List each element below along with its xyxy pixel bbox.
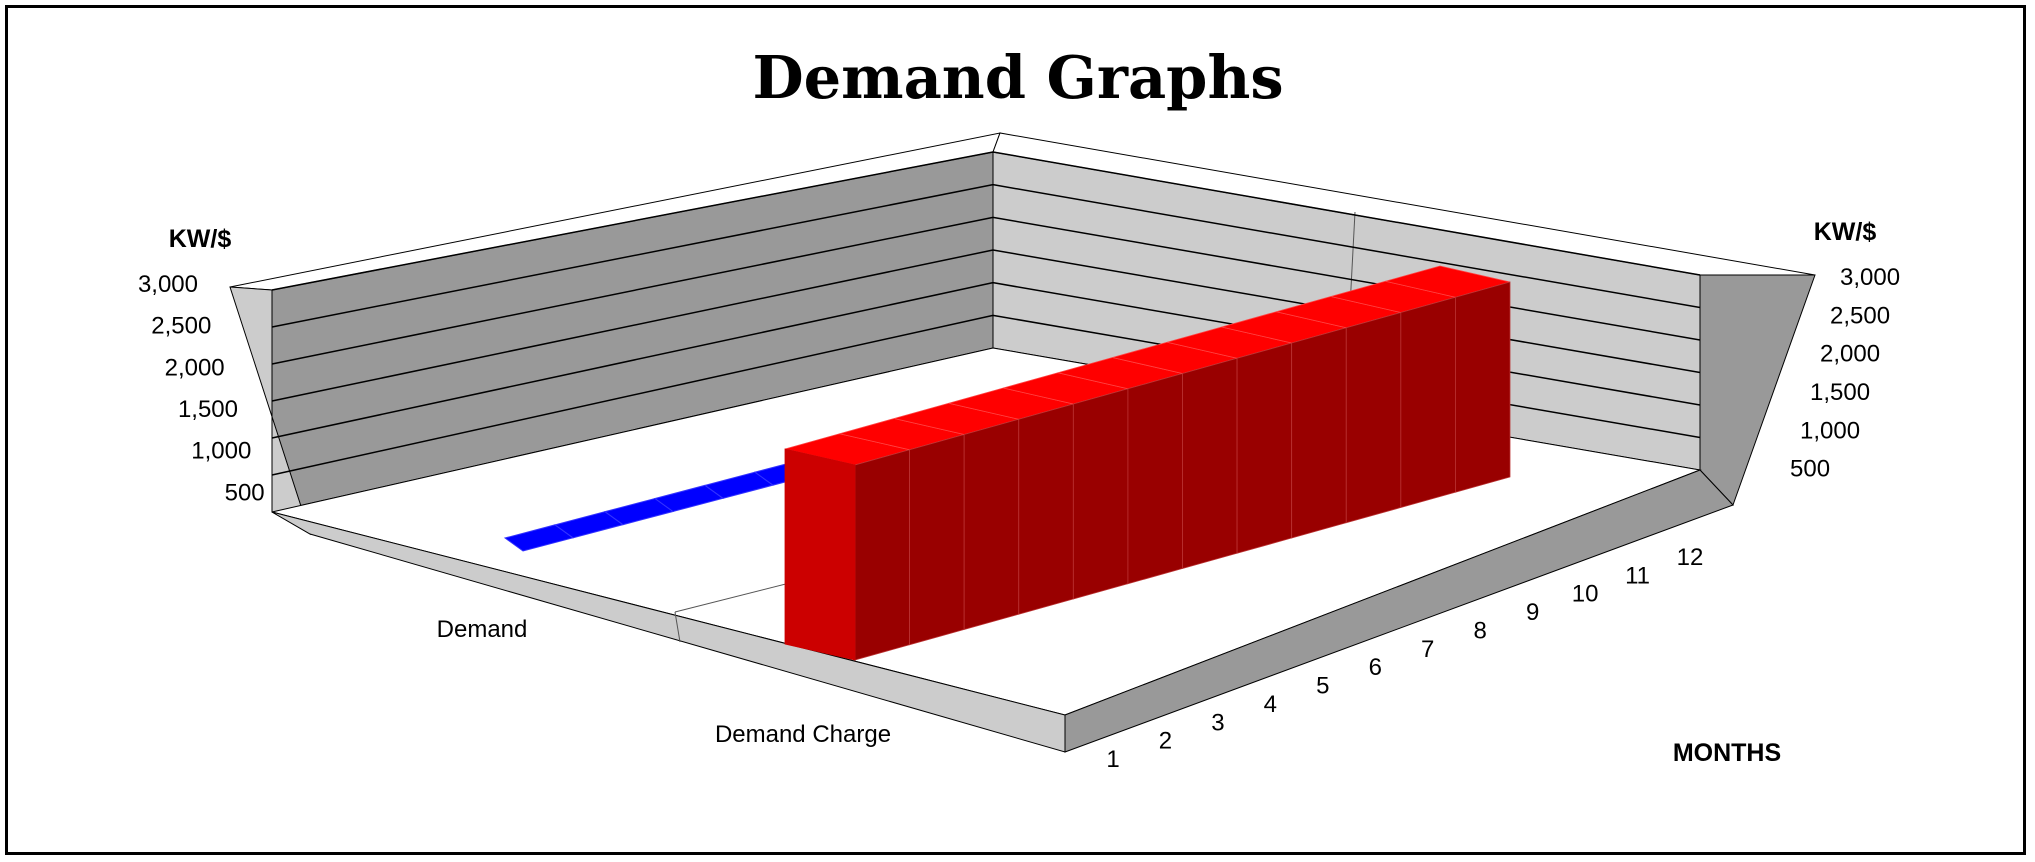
x-tick: 12 bbox=[1677, 544, 1704, 571]
series-label-demand-charge: Demand Charge bbox=[715, 721, 891, 748]
y-tick-left: 2,000 bbox=[165, 354, 225, 381]
x-tick: 11 bbox=[1625, 562, 1650, 589]
x-tick: 9 bbox=[1526, 599, 1539, 626]
bar-demand-charge bbox=[1345, 311, 1402, 524]
y-tick-right: 2,000 bbox=[1820, 341, 1880, 368]
y-tick-right: 2,500 bbox=[1830, 302, 1890, 329]
series-label-demand: Demand bbox=[437, 616, 528, 643]
bar-demand-charge bbox=[1291, 327, 1347, 539]
bar-demand-charge-side bbox=[784, 448, 856, 661]
bar-demand-charge bbox=[1455, 281, 1511, 493]
floor-divider-edge bbox=[674, 611, 681, 643]
bar-demand-charge bbox=[1127, 372, 1183, 585]
bar-demand-charge bbox=[1018, 403, 1074, 615]
gridline-right bbox=[992, 216, 1701, 341]
y-tick-left: 1,500 bbox=[178, 396, 238, 423]
x-tick: 5 bbox=[1316, 673, 1329, 700]
gridline-left bbox=[271, 151, 994, 291]
gridline-left bbox=[271, 314, 994, 476]
y-tick-right: 1,500 bbox=[1810, 379, 1870, 406]
gridline-left bbox=[271, 281, 994, 439]
bar-demand-charge bbox=[1182, 357, 1238, 570]
y-tick-right: 1,000 bbox=[1800, 417, 1860, 444]
y-tick-left: 3,000 bbox=[138, 271, 198, 298]
x-tick: 6 bbox=[1369, 654, 1382, 681]
y-tick-left: 500 bbox=[225, 479, 265, 506]
series-demand-charge-bars bbox=[784, 265, 1511, 661]
y-axis-title-right: KW/$ bbox=[1814, 218, 1877, 246]
x-tick: 1 bbox=[1106, 746, 1119, 773]
y-tick-left: 1,000 bbox=[191, 438, 251, 465]
gridline-right bbox=[992, 151, 1701, 276]
x-tick: 7 bbox=[1421, 636, 1434, 663]
axis-labels: 3,000 3,000 2,500 2,500 2,000 2,000 1,500 1,500… bbox=[138, 264, 1900, 773]
x-axis-title: MONTHS bbox=[1673, 739, 1781, 767]
gridline-right bbox=[992, 183, 1701, 309]
bar-demand-charge bbox=[1400, 296, 1456, 509]
bar-demand-charge bbox=[1236, 342, 1293, 554]
y-axis-title-left: KW/$ bbox=[169, 225, 232, 253]
y-tick-right: 3,000 bbox=[1840, 264, 1900, 291]
y-tick-right: 500 bbox=[1790, 456, 1830, 483]
bar-demand-charge bbox=[963, 418, 1020, 631]
x-tick: 10 bbox=[1572, 581, 1599, 608]
floor-edge-right bbox=[1064, 469, 1734, 753]
chart-title: Demand Graphs bbox=[752, 43, 1283, 112]
bar-demand-charge bbox=[1072, 388, 1129, 600]
x-tick: 3 bbox=[1211, 709, 1224, 736]
gridline-left bbox=[271, 183, 994, 328]
y-tick-left: 2,500 bbox=[151, 313, 211, 340]
gridlines bbox=[271, 151, 1701, 476]
gridline-left bbox=[271, 216, 994, 365]
bar-demand-charge bbox=[854, 449, 910, 661]
x-tick: 2 bbox=[1159, 728, 1172, 755]
x-tick: 8 bbox=[1474, 617, 1487, 644]
x-tick: 4 bbox=[1264, 691, 1277, 718]
gridline-left bbox=[271, 249, 994, 402]
bar-demand-charge bbox=[909, 433, 965, 646]
